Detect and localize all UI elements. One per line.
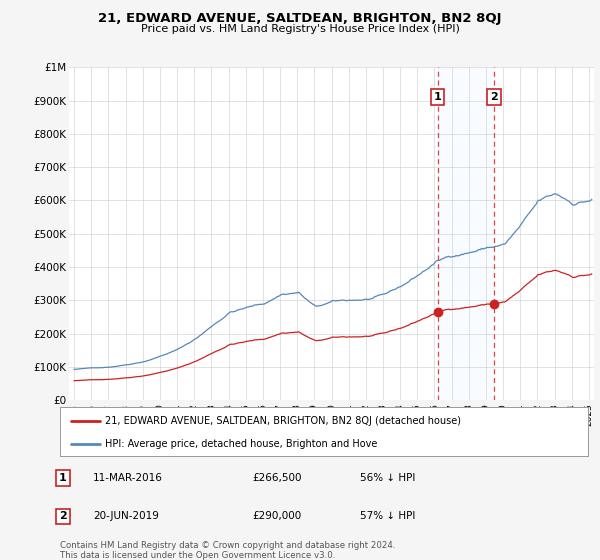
Text: HPI: Average price, detached house, Brighton and Hove: HPI: Average price, detached house, Brig… [105, 439, 377, 449]
Text: 1: 1 [59, 473, 67, 483]
Text: 2: 2 [490, 92, 498, 102]
Text: 56% ↓ HPI: 56% ↓ HPI [360, 473, 415, 483]
Text: 57% ↓ HPI: 57% ↓ HPI [360, 511, 415, 521]
Text: 1: 1 [434, 92, 442, 102]
Bar [438, 67, 494, 400]
Text: 21, EDWARD AVENUE, SALTDEAN, BRIGHTON, BN2 8QJ: 21, EDWARD AVENUE, SALTDEAN, BRIGHTON, B… [98, 12, 502, 25]
Text: 2: 2 [59, 511, 67, 521]
Text: 21, EDWARD AVENUE, SALTDEAN, BRIGHTON, BN2 8QJ (detached house): 21, EDWARD AVENUE, SALTDEAN, BRIGHTON, B… [105, 416, 461, 426]
Text: 20-JUN-2019: 20-JUN-2019 [93, 511, 159, 521]
Text: Price paid vs. HM Land Registry's House Price Index (HPI): Price paid vs. HM Land Registry's House … [140, 24, 460, 34]
Text: £290,000: £290,000 [252, 511, 301, 521]
Text: 11-MAR-2016: 11-MAR-2016 [93, 473, 163, 483]
Text: £266,500: £266,500 [252, 473, 302, 483]
Text: Contains HM Land Registry data © Crown copyright and database right 2024.
This d: Contains HM Land Registry data © Crown c… [60, 541, 395, 560]
